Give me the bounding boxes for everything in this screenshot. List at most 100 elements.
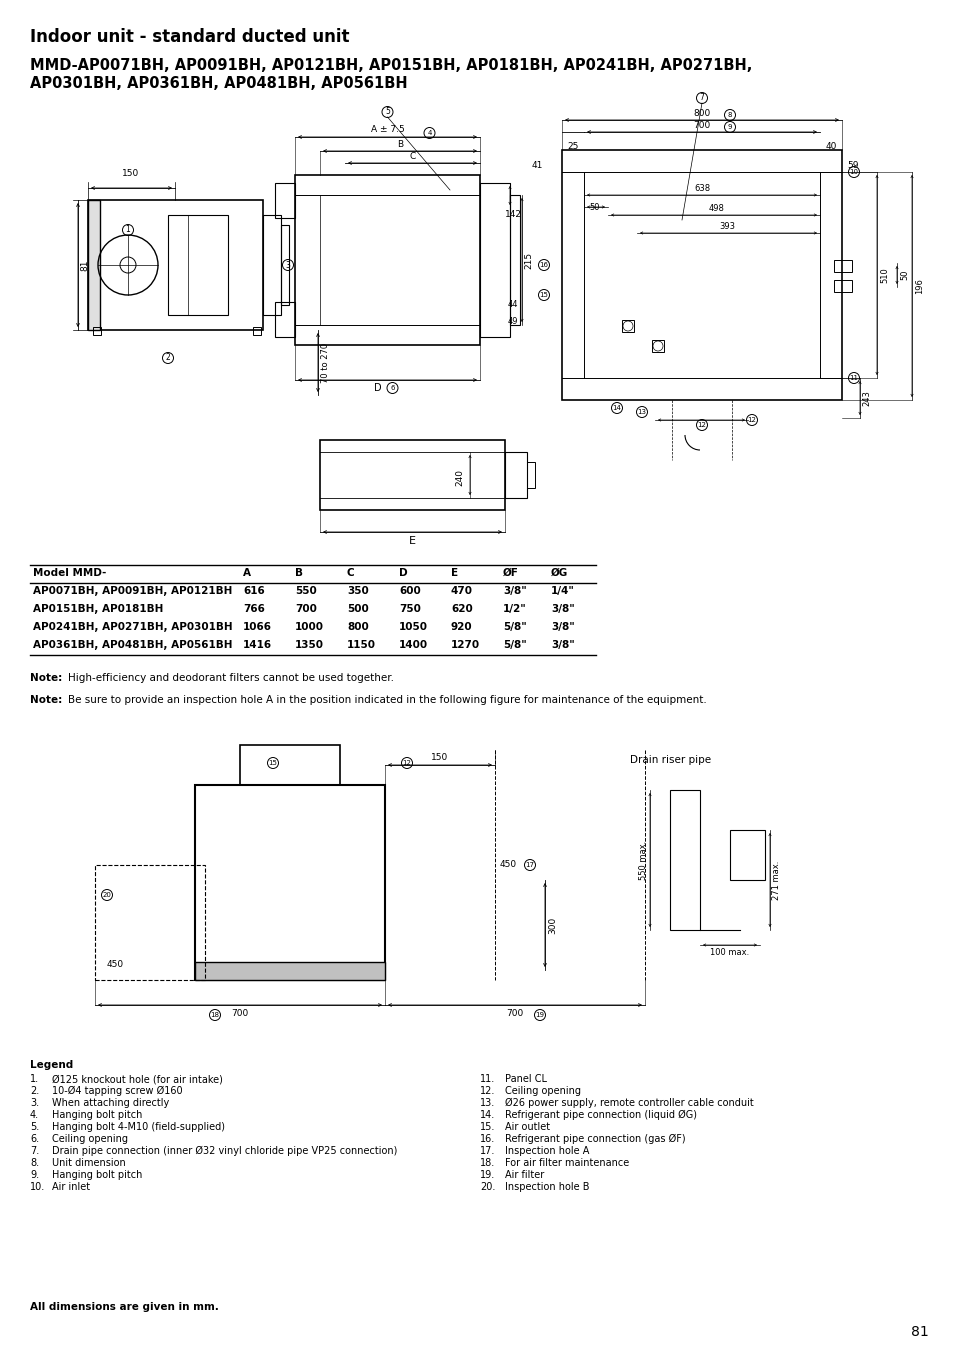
Text: Refrigerant pipe connection (liquid ØG): Refrigerant pipe connection (liquid ØG): [504, 1110, 697, 1120]
Text: 5.: 5.: [30, 1122, 39, 1133]
Text: Indoor unit - standard ducted unit: Indoor unit - standard ducted unit: [30, 28, 349, 46]
Text: 638: 638: [693, 184, 709, 193]
Text: 17: 17: [525, 863, 534, 868]
Text: High-efficiency and deodorant filters cannot be used together.: High-efficiency and deodorant filters ca…: [68, 674, 394, 683]
Text: Refrigerant pipe connection (gas ØF): Refrigerant pipe connection (gas ØF): [504, 1134, 685, 1145]
Text: 12: 12: [747, 417, 756, 423]
Text: 6.: 6.: [30, 1134, 39, 1143]
Text: 10: 10: [848, 169, 858, 176]
Text: Drain pipe connection (inner Ø32 vinyl chloride pipe VP25 connection): Drain pipe connection (inner Ø32 vinyl c…: [52, 1146, 397, 1156]
Text: All dimensions are given in mm.: All dimensions are given in mm.: [30, 1301, 218, 1312]
Text: 5: 5: [385, 108, 390, 116]
Text: E: E: [451, 568, 457, 578]
Bar: [92, 327, 101, 335]
Text: 41: 41: [531, 161, 542, 170]
Text: 3: 3: [285, 261, 290, 270]
Text: AP0151BH, AP0181BH: AP0151BH, AP0181BH: [33, 603, 163, 614]
Text: 12: 12: [697, 423, 706, 428]
Text: 2.: 2.: [30, 1085, 39, 1096]
Text: Air filter: Air filter: [504, 1170, 543, 1180]
Bar: [729, 830, 764, 880]
Text: 12: 12: [402, 760, 411, 765]
Text: 620: 620: [451, 603, 473, 614]
Text: 1.: 1.: [30, 1075, 39, 1084]
Text: 616: 616: [243, 586, 265, 595]
Text: E: E: [409, 536, 416, 545]
Text: C: C: [347, 568, 355, 578]
Text: 10.: 10.: [30, 1183, 45, 1192]
Bar: [319, 440, 504, 510]
Text: 498: 498: [708, 204, 724, 213]
Text: Be sure to provide an inspection hole A in the position indicated in the followi: Be sure to provide an inspection hole A …: [68, 695, 706, 705]
Bar: [194, 784, 385, 980]
Text: 7: 7: [699, 93, 703, 103]
Text: Drain riser pipe: Drain riser pipe: [629, 755, 710, 765]
Text: 25: 25: [567, 142, 578, 151]
Text: 215: 215: [523, 251, 533, 269]
Text: B: B: [294, 568, 303, 578]
Text: 1/2": 1/2": [502, 603, 526, 614]
Text: 3.: 3.: [30, 1098, 39, 1108]
Text: 800: 800: [693, 109, 710, 117]
Text: 6: 6: [390, 385, 395, 391]
Text: 50: 50: [899, 270, 908, 281]
Text: 766: 766: [243, 603, 265, 614]
Bar: [833, 279, 851, 292]
Text: ØF: ØF: [502, 568, 518, 578]
Bar: [669, 790, 700, 930]
Text: Air inlet: Air inlet: [52, 1183, 90, 1192]
Text: 12.: 12.: [479, 1085, 495, 1096]
Text: Ceiling opening: Ceiling opening: [52, 1134, 128, 1143]
Text: Ceiling opening: Ceiling opening: [504, 1085, 580, 1096]
Bar: [240, 745, 339, 784]
Text: 1050: 1050: [398, 622, 428, 632]
Text: 150: 150: [431, 753, 448, 761]
Text: 450: 450: [107, 960, 124, 969]
Text: 1: 1: [126, 225, 131, 235]
Text: 7.: 7.: [30, 1146, 39, 1156]
Text: Note:: Note:: [30, 695, 62, 705]
Text: 700: 700: [232, 1008, 249, 1018]
Text: 600: 600: [398, 586, 420, 595]
Text: 800: 800: [347, 622, 369, 632]
Text: 142: 142: [504, 211, 521, 219]
Bar: [253, 327, 261, 335]
Text: When attaching directly: When attaching directly: [52, 1098, 169, 1108]
Text: 59: 59: [846, 161, 858, 170]
Text: 1000: 1000: [294, 622, 324, 632]
Bar: [274, 184, 294, 217]
Text: 150: 150: [122, 169, 139, 178]
Text: Model MMD-: Model MMD-: [33, 568, 107, 578]
Text: 81: 81: [910, 1324, 928, 1339]
Text: 920: 920: [451, 622, 472, 632]
Text: 393: 393: [719, 221, 734, 231]
Text: Unit dimension: Unit dimension: [52, 1158, 126, 1168]
Text: Inspection hole A: Inspection hole A: [504, 1146, 589, 1156]
Text: 5/8": 5/8": [502, 622, 526, 632]
Text: 470: 470: [451, 586, 473, 595]
Text: Air outlet: Air outlet: [504, 1122, 550, 1133]
Bar: [510, 194, 519, 325]
Text: Legend: Legend: [30, 1060, 73, 1071]
Text: 16: 16: [539, 262, 548, 269]
Bar: [194, 963, 385, 980]
Text: 8: 8: [727, 112, 732, 117]
Text: 1400: 1400: [398, 640, 428, 649]
Text: 8.: 8.: [30, 1158, 39, 1168]
Text: A: A: [243, 568, 251, 578]
Text: 13: 13: [637, 409, 646, 414]
Bar: [168, 215, 228, 315]
Text: ØG: ØG: [551, 568, 568, 578]
Text: 13.: 13.: [479, 1098, 495, 1108]
Text: 9.: 9.: [30, 1170, 39, 1180]
Text: Hanging bolt 4-M10 (field-supplied): Hanging bolt 4-M10 (field-supplied): [52, 1122, 225, 1133]
Text: 500: 500: [347, 603, 369, 614]
Text: 20: 20: [103, 892, 112, 898]
Text: 700: 700: [693, 122, 710, 130]
Text: 5/8": 5/8": [502, 640, 526, 649]
Bar: [281, 225, 289, 305]
Text: AP0361BH, AP0481BH, AP0561BH: AP0361BH, AP0481BH, AP0561BH: [33, 640, 233, 649]
Text: 450: 450: [499, 860, 517, 869]
Text: 16.: 16.: [479, 1134, 495, 1143]
Text: 17.: 17.: [479, 1146, 495, 1156]
